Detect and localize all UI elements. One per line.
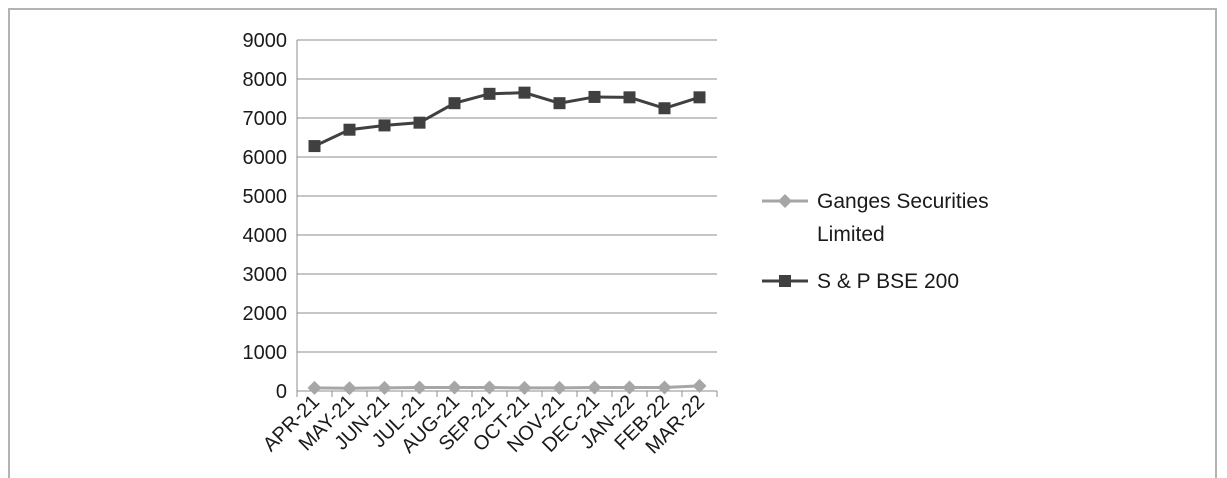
y-tick-label: 0 (276, 381, 287, 403)
y-tick-label: 2000 (243, 303, 288, 325)
series-line (313, 91, 700, 148)
legend-marker (779, 275, 791, 287)
y-tick-label: 5000 (243, 186, 288, 208)
data-point (588, 90, 601, 103)
legend-label: S & P BSE 200 (817, 270, 959, 293)
data-point (552, 380, 567, 395)
data-point (657, 380, 672, 395)
data-point (308, 140, 321, 153)
data-point (622, 380, 637, 395)
data-point (483, 87, 496, 100)
y-tick-label: 6000 (243, 147, 288, 169)
chart-frame (8, 8, 1217, 478)
data-point (517, 380, 532, 395)
data-point (692, 378, 707, 393)
data-point (413, 116, 426, 129)
y-tick-label: 8000 (243, 69, 288, 91)
legend-label: Ganges Securities (817, 190, 989, 213)
data-point (448, 97, 461, 110)
data-point (482, 380, 497, 395)
y-tick-label: 3000 (243, 264, 288, 286)
data-point (378, 119, 391, 132)
y-tick-label: 9000 (243, 30, 288, 52)
data-point (307, 380, 322, 395)
data-point (693, 91, 706, 104)
series-line (314, 384, 700, 390)
data-point (343, 123, 356, 136)
data-point (412, 380, 427, 395)
y-tick-label: 4000 (243, 225, 288, 247)
legend-label: Limited (817, 223, 885, 246)
legend-marker (778, 194, 792, 208)
data-point (447, 380, 462, 395)
data-point (377, 380, 392, 395)
data-point (553, 97, 566, 110)
data-point (342, 381, 357, 396)
data-point (623, 91, 636, 104)
y-tick-label: 1000 (243, 342, 288, 364)
data-point (587, 380, 602, 395)
data-point (658, 102, 671, 115)
data-point (518, 86, 531, 99)
y-tick-label: 7000 (243, 108, 288, 130)
